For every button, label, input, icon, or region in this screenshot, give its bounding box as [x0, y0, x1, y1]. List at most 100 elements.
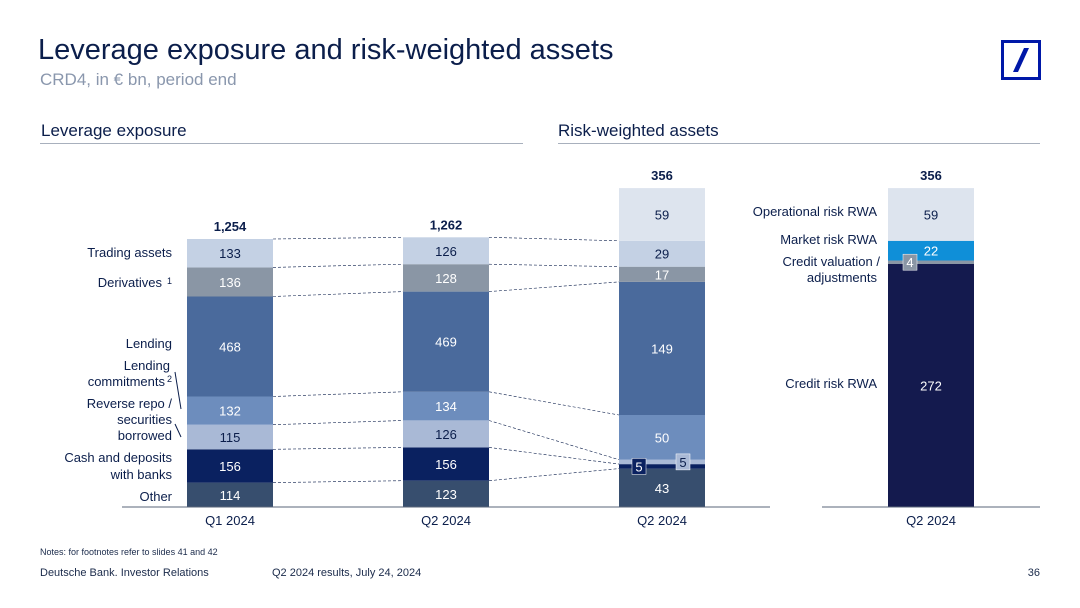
connector-line	[272, 391, 404, 397]
legend-other: Other	[139, 489, 172, 504]
value-label: 22	[924, 244, 938, 259]
section-divider	[40, 143, 523, 144]
legend-credit-risk: Credit risk RWA	[785, 376, 877, 391]
bar-segment-cash-and-deposits-with-banks	[619, 464, 705, 469]
total-label: 356	[920, 168, 942, 183]
bar-segment-other	[403, 480, 489, 507]
total-label: 1,254	[214, 219, 247, 234]
bar-segment-reverse-repo-securities-borrowed	[403, 420, 489, 448]
value-label: 17	[655, 267, 669, 282]
value-label: 59	[655, 207, 669, 222]
bar-segment-reverse-repo-securities-borrowed	[187, 424, 273, 450]
value-label: 5	[679, 455, 686, 470]
legend-lending-commitments-1: Lending	[124, 358, 170, 373]
value-label: 149	[651, 341, 673, 356]
value-label: 4	[906, 255, 913, 270]
connector-line	[272, 263, 404, 268]
footer-company: Deutsche Bank. Investor Relations	[40, 567, 209, 579]
legend-operational-risk: Operational risk RWA	[753, 204, 878, 219]
value-label: 469	[435, 335, 457, 350]
bar-segment-derivatives1	[187, 267, 273, 297]
bars	[187, 188, 974, 507]
value-label: 134	[435, 399, 457, 414]
value-label: 133	[219, 246, 241, 261]
value-label: 126	[435, 244, 457, 259]
connector-line	[272, 291, 404, 297]
callout-box	[902, 253, 918, 271]
bar-segment-operational-risk-rwa	[619, 188, 705, 241]
page-number: 36	[1027, 567, 1040, 579]
bar-segment-trading-assets	[187, 239, 273, 268]
bar-segment-other	[187, 482, 273, 507]
rwa-heading: Risk-weighted assets	[558, 121, 719, 140]
connector-line	[488, 468, 620, 481]
connector-line	[488, 281, 620, 292]
bar-segment-reverse-repo-securities-borrowed	[619, 459, 705, 465]
bar-segment-lending	[619, 281, 705, 415]
value-label: 272	[920, 379, 942, 394]
value-label: 156	[435, 457, 457, 472]
legend-lending: Lending	[126, 336, 172, 351]
connector-line	[272, 447, 404, 450]
value-label: 468	[219, 340, 241, 355]
connector-line	[272, 480, 404, 483]
value-label: 123	[435, 487, 457, 502]
bar-segment-trading-assets	[403, 237, 489, 265]
value-label: 5	[635, 459, 642, 474]
bar-segment-credit-risk-rwa	[888, 264, 974, 507]
connector-line	[488, 263, 620, 267]
value-label: 115	[220, 430, 241, 445]
legend-cash-1: Cash and deposits	[64, 450, 172, 465]
value-label: 156	[219, 459, 241, 474]
bar-segment-lending	[403, 291, 489, 392]
connector-line	[272, 237, 404, 240]
legend-market-risk: Market risk RWA	[780, 232, 877, 247]
bar-segment-operational-risk-rwa	[888, 188, 974, 241]
footer-event: Q2 2024 results, July 24, 2024	[272, 567, 422, 579]
legend-reverse-repo-1: Reverse repo /	[87, 396, 173, 411]
legend-derivatives-sup: 1	[167, 276, 172, 286]
value-label: 136	[219, 275, 241, 290]
category-label: Q2 2024	[637, 513, 687, 528]
bar-segment-other	[619, 468, 705, 507]
legend-reverse-repo-3: borrowed	[118, 428, 172, 443]
bar-segment-lending	[187, 296, 273, 397]
legend-bracket	[174, 423, 182, 438]
category-label: Q1 2024	[205, 513, 255, 528]
legend-reverse-repo-2: securities	[117, 412, 172, 427]
legend-bracket	[174, 371, 182, 410]
value-label: 126	[435, 427, 457, 442]
value-label: 50	[655, 430, 669, 445]
value-label: 132	[219, 404, 241, 419]
bar-segment-trading-assets	[619, 240, 705, 267]
connector-line	[488, 447, 620, 465]
category-label: Q2 2024	[421, 513, 471, 528]
bar-segment-credit-valuation-adjustments	[888, 260, 974, 264]
bar-segment-derivatives1	[619, 266, 705, 282]
section-divider	[558, 143, 1040, 144]
connector-line	[488, 391, 620, 416]
callout-box	[631, 458, 647, 475]
value-label: 59	[924, 207, 938, 222]
leverage-exposure-heading: Leverage exposure	[41, 121, 187, 140]
value-label: 128	[435, 271, 457, 286]
connector-line	[488, 237, 620, 242]
deutsche-bank-logo	[1001, 40, 1041, 80]
page-subtitle: CRD4, in € bn, period end	[40, 70, 237, 89]
bar-segment-lending-commitments2	[187, 396, 273, 425]
bar-segment-cash-and-deposits-with-banks	[187, 449, 273, 483]
bar-segment-lending-commitments2	[619, 415, 705, 460]
page-title: Leverage exposure and risk-weighted asse…	[38, 34, 614, 66]
connector-line	[272, 420, 404, 425]
footnotes: Notes: for footnotes refer to slides 41 …	[40, 547, 218, 557]
bar-segment-lending-commitments2	[403, 391, 489, 421]
connector-line	[488, 420, 620, 460]
value-label: 29	[655, 247, 669, 262]
legend-cva-1: Credit valuation /	[782, 254, 880, 269]
legend-lending-commitments-sup: 2	[167, 374, 172, 384]
connector-lines	[272, 237, 620, 483]
bar-segment-cash-and-deposits-with-banks	[403, 447, 489, 481]
legend-lending-commitments-2: commitments	[88, 374, 166, 389]
data-labels: 1,254 Q1 2024 1,262 Q2 2024 356 Q2 2024 356 Q2 …	[205, 168, 956, 528]
